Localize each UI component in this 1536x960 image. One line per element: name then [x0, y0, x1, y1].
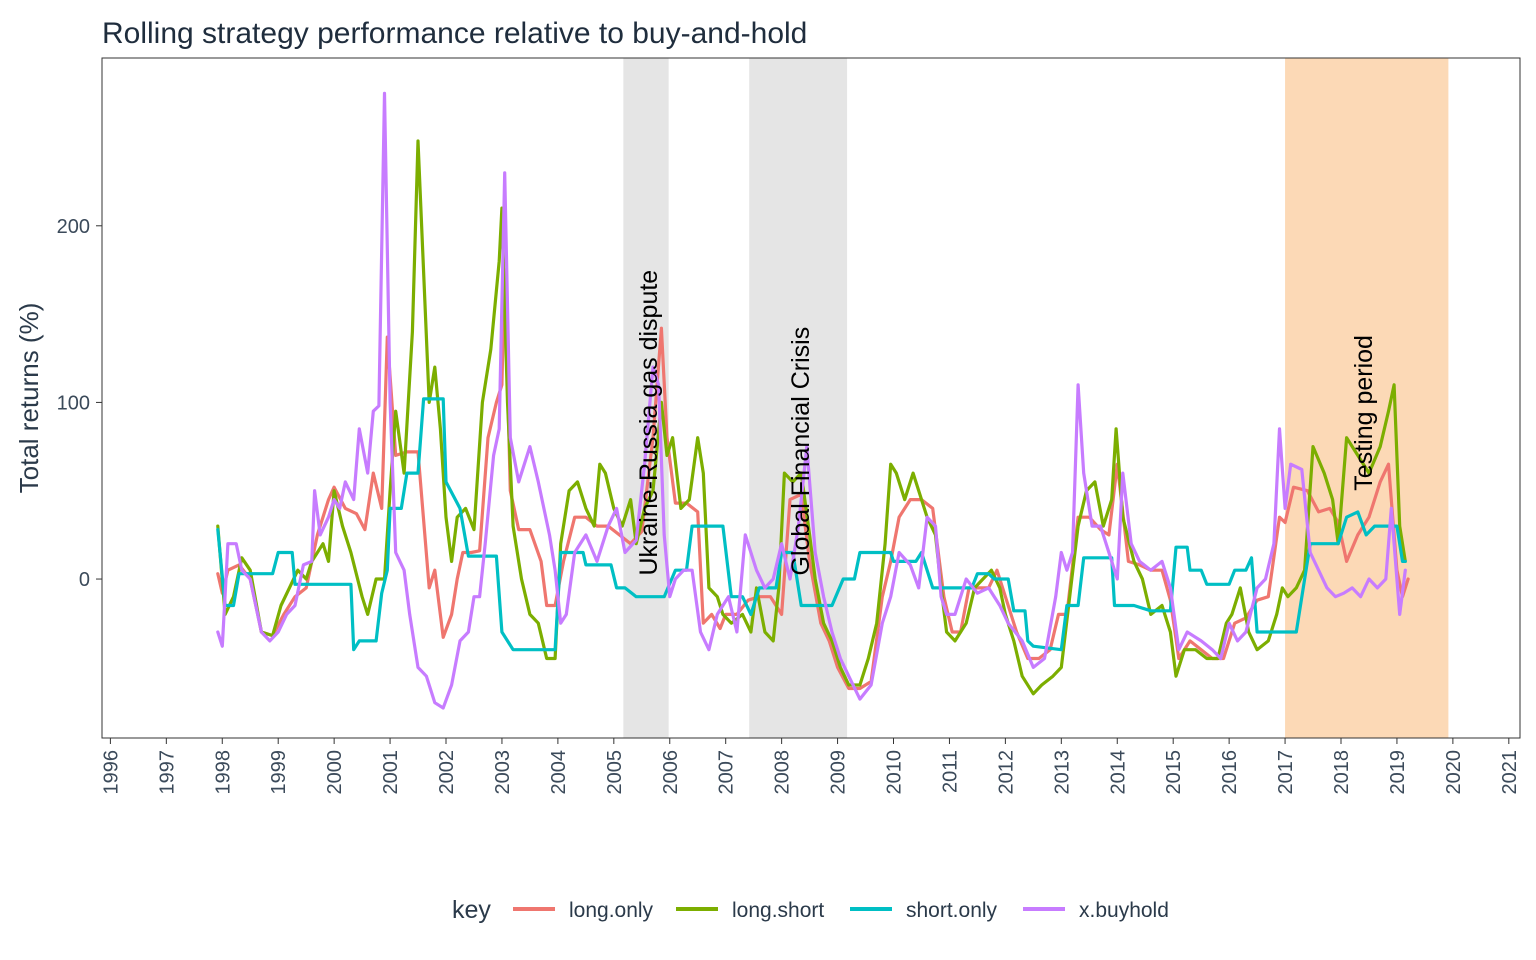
x-tick-label: 2007: [716, 750, 738, 795]
legend-label-short-only: short.only: [906, 899, 998, 922]
region-annotation-1: Global Financial Crisis: [787, 327, 815, 576]
series-line-x-buyhold: [216, 91, 1407, 710]
x-tick-label: 1996: [100, 750, 122, 795]
x-tick-label: 2019: [1387, 750, 1409, 795]
x-tick-label: 2021: [1499, 750, 1521, 795]
x-tick-label: 1997: [156, 750, 178, 795]
series-lines: [216, 91, 1410, 710]
shaded-regions: [623, 58, 1449, 738]
x-tick-label: 1999: [268, 750, 290, 795]
x-tick-label: 2010: [884, 750, 906, 795]
x-tick-label: 2006: [660, 750, 682, 795]
legend-title: key: [452, 896, 491, 924]
region-annotations: Ukraine-Russia gas dispute Global Financi…: [635, 270, 1378, 576]
x-tick-label: 2001: [380, 750, 402, 795]
x-tick-label: 2000: [324, 750, 346, 795]
x-tick-label: 2009: [828, 750, 850, 795]
x-tick-label: 2014: [1107, 750, 1129, 795]
x-tick-label: 2016: [1219, 750, 1241, 795]
x-axis: 1996 1997 1998 1999 2000 2001 2002 2003 2004 2005…: [100, 738, 1521, 795]
y-tick-label: 200: [57, 216, 90, 238]
chart-title: Rolling strategy performance relative to…: [102, 17, 807, 50]
x-tick-label: 2015: [1163, 750, 1185, 795]
x-tick-label: 2017: [1275, 750, 1297, 795]
legend-label-long-short: long.short: [732, 899, 824, 922]
series-line-short-only: [216, 397, 1407, 652]
shaded-region-0: [623, 58, 669, 738]
shaded-region-2: [1285, 58, 1449, 738]
legend: key long.only long.short short.only x.buyho…: [452, 896, 1169, 924]
x-tick-label: 2002: [436, 750, 458, 795]
region-annotation-0: Ukraine-Russia gas dispute: [635, 270, 663, 576]
x-tick-label: 2011: [939, 750, 961, 793]
y-axis: 0 100 200: [57, 216, 102, 591]
plot-panel-border: [101, 57, 1521, 739]
legend-label-x-buyhold: x.buyhold: [1079, 899, 1169, 922]
x-tick-label: 1998: [212, 750, 234, 795]
y-axis-title: Total returns (%): [14, 303, 44, 494]
x-tick-label: 2013: [1051, 750, 1073, 795]
legend-label-long-only: long.only: [569, 899, 654, 922]
y-tick-label: 0: [79, 569, 90, 591]
series-line-long-short: [216, 139, 1407, 696]
x-tick-label: 2012: [995, 750, 1017, 795]
x-tick-label: 2003: [492, 750, 514, 795]
x-tick-label: 2008: [772, 750, 794, 795]
region-annotation-2: Testing period: [1350, 335, 1378, 491]
x-tick-label: 2004: [548, 750, 570, 795]
y-tick-label: 100: [57, 392, 90, 414]
x-tick-label: 2005: [604, 750, 626, 795]
x-tick-label: 2018: [1331, 750, 1353, 795]
x-tick-label: 2020: [1443, 750, 1465, 795]
